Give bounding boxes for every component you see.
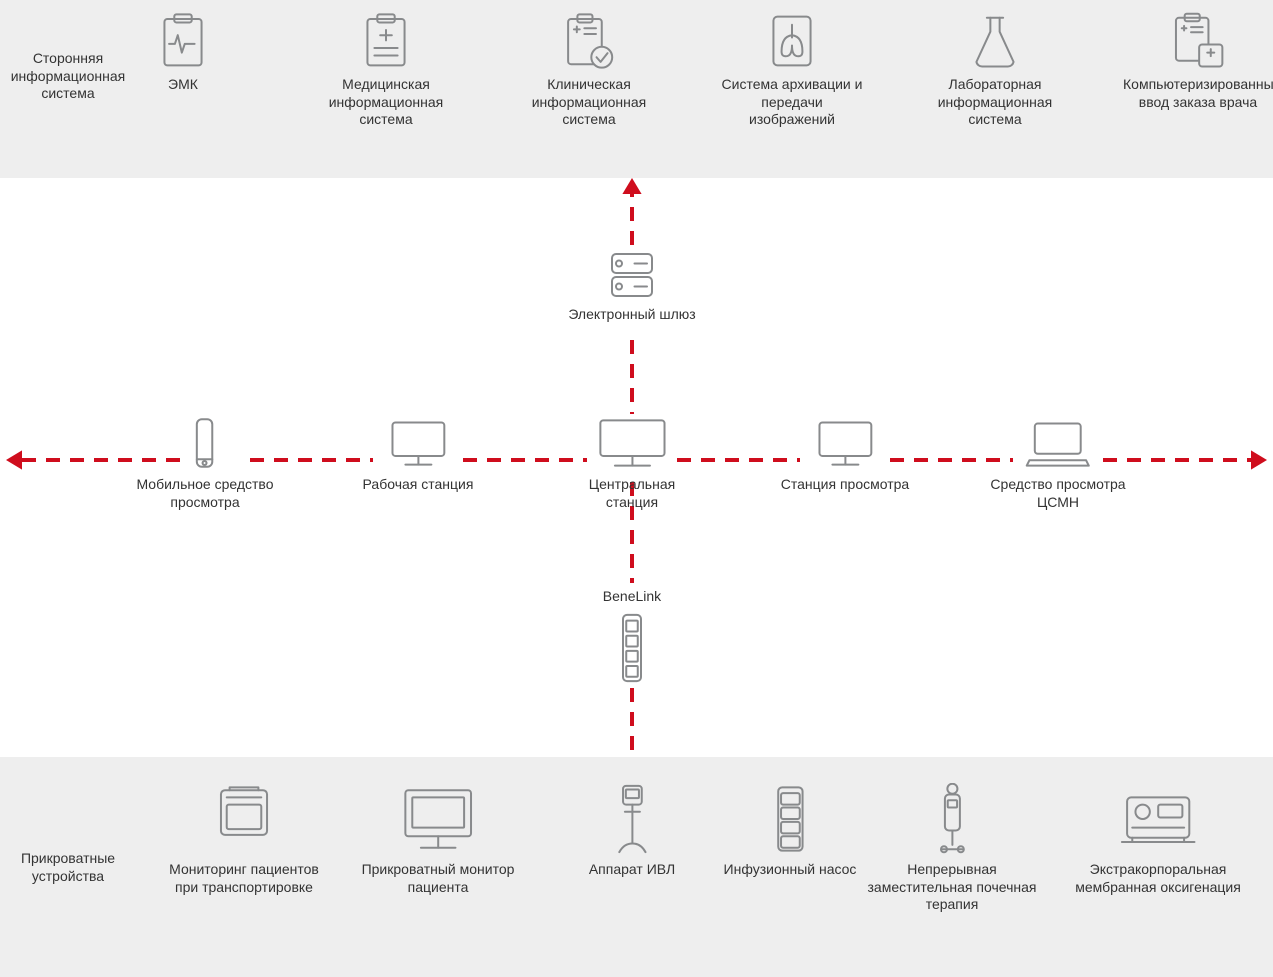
clipboard-check-icon — [560, 12, 618, 70]
mid-egateway: Электронный шлюз — [557, 250, 707, 324]
bottom-pump-label: Инфузионный насос — [705, 861, 875, 879]
bottom-crrt-label: Непрерывная заместительная почечная тера… — [867, 861, 1037, 914]
top-cis-label: Клиническая информационная система — [514, 76, 664, 129]
top-mis-label: Медицинская информационная система — [311, 76, 461, 129]
laptop-icon — [1024, 416, 1092, 470]
ventilator-icon — [609, 783, 656, 855]
mid-work-label: Рабочая станция — [348, 476, 488, 494]
top-mis: Медицинская информационная система — [311, 12, 461, 129]
monitor-icon — [386, 416, 451, 470]
mid-work: Рабочая станция — [348, 416, 488, 494]
bottom-bedside: Прикроватный монитор пациента — [353, 783, 523, 896]
bottom-ecmo-label: Экстракорпоральная мембранная оксигенаци… — [1063, 861, 1253, 896]
top-cpoe-label: Компьютеризированный ввод заказа врача — [1123, 76, 1273, 111]
top-lis: Лабораторная информационная система — [920, 12, 1070, 129]
mid-view: Станция просмотра — [775, 416, 915, 494]
bottom-pump: Инфузионный насос — [705, 783, 875, 879]
top-cis: Клиническая информационная система — [514, 12, 664, 129]
monitor-large-icon — [596, 416, 669, 470]
top-pacs: Система архивации и передачи изображений — [717, 12, 867, 129]
bottom-crrt: Непрерывная заместительная почечная тера… — [867, 783, 1037, 914]
mid-csmn-label: Средство просмотра ЦСМН — [983, 476, 1133, 511]
module-icon — [614, 612, 650, 684]
transport-monitor-icon — [208, 783, 280, 855]
mid-mobile: Мобильное средство просмотра — [135, 416, 275, 511]
monitor-icon — [813, 416, 878, 470]
clipboard-plus-icon — [357, 12, 415, 70]
bedside-monitor-icon — [395, 783, 481, 855]
top-pacs-label: Система архивации и передачи изображений — [717, 76, 867, 129]
crrt-icon — [929, 783, 976, 855]
bottom-transport-label: Мониторинг пациентов при транспортировке — [159, 861, 329, 896]
mid-mobile-label: Мобильное средство просмотра — [135, 476, 275, 511]
benelink-module — [614, 612, 650, 684]
mid-egateway-label: Электронный шлюз — [557, 306, 707, 324]
mid-central: Центральная станция — [562, 416, 702, 511]
server-icon — [607, 250, 657, 300]
mid-view-label: Станция просмотра — [775, 476, 915, 494]
bottom-vent: Аппарат ИВЛ — [547, 783, 717, 879]
bottom-bedside-label: Прикроватный монитор пациента — [353, 861, 523, 896]
top-emr-label: ЭМК — [123, 76, 243, 94]
bottom-ecmo: Экстракорпоральная мембранная оксигенаци… — [1063, 783, 1253, 896]
infusion-pump-icon — [767, 783, 814, 855]
top-lis-label: Лабораторная информационная система — [920, 76, 1070, 129]
clipboard-ecg-icon — [154, 12, 212, 70]
top-cpoe: Компьютеризированный ввод заказа врача — [1123, 12, 1273, 111]
clipboard-order-icon — [1169, 12, 1227, 70]
bottom-vent-label: Аппарат ИВЛ — [547, 861, 717, 879]
top-emr: ЭМК — [123, 12, 243, 94]
flask-icon — [966, 12, 1024, 70]
mid-central-label: Центральная станция — [562, 476, 702, 511]
tablet-icon — [187, 416, 222, 470]
ecmo-icon — [1115, 783, 1201, 855]
mid-csmn: Средство просмотра ЦСМН — [983, 416, 1133, 511]
top-side-label: Сторонняя информационная система — [8, 50, 128, 103]
benelink-label: BeneLink — [603, 588, 661, 604]
lungs-doc-icon — [763, 12, 821, 70]
bottom-side-label: Прикроватные устройства — [8, 850, 128, 885]
bottom-transport: Мониторинг пациентов при транспортировке — [159, 783, 329, 896]
